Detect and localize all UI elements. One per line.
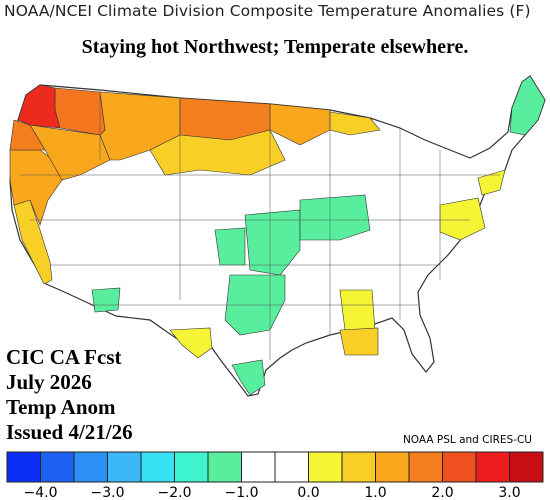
legend-swatch bbox=[40, 451, 75, 483]
legend-swatch bbox=[442, 451, 477, 483]
legend-swatch bbox=[6, 451, 41, 483]
forecast-line-4: Issued 4/21/26 bbox=[6, 420, 133, 444]
legend-tick-label: 0.0 bbox=[297, 485, 319, 500]
region-california-south bbox=[13, 199, 53, 285]
region-dakotas-south bbox=[149, 129, 286, 176]
legend-swatch bbox=[408, 451, 443, 483]
region-washington-east bbox=[54, 87, 106, 136]
region-central-plains bbox=[244, 209, 301, 276]
legend-tick-label: −2.0 bbox=[158, 485, 192, 500]
region-south-texas bbox=[231, 359, 266, 396]
forecast-line-1: CIC CA Fcst bbox=[6, 345, 122, 369]
division-lines bbox=[20, 92, 500, 360]
legend-tick-label: −3.0 bbox=[91, 485, 125, 500]
legend-swatch bbox=[73, 451, 108, 483]
region-gulf-coast bbox=[339, 327, 379, 356]
region-mid-atlantic bbox=[439, 197, 486, 241]
legend-swatch bbox=[475, 451, 510, 483]
legend-swatch bbox=[308, 451, 343, 483]
region-new-england-south bbox=[477, 169, 506, 196]
forecast-info: CIC CA Fcst July 2026 Temp Anom Issued 4… bbox=[6, 345, 133, 445]
legend-tick-label: −1.0 bbox=[225, 485, 259, 500]
legend-tick-label: 3.0 bbox=[498, 485, 520, 500]
legend-swatch bbox=[107, 451, 142, 483]
region-iowa-missouri bbox=[299, 194, 371, 241]
region-upper-michigan bbox=[329, 111, 381, 136]
color-legend: −4.0−3.0−2.0−1.00.01.02.03.04.0 bbox=[6, 451, 544, 500]
legend-swatch bbox=[274, 451, 309, 483]
region-washington-west bbox=[17, 84, 61, 129]
legend-swatch bbox=[207, 451, 242, 483]
region-arizona bbox=[91, 287, 121, 313]
legend-tick-label: 1.0 bbox=[364, 485, 386, 500]
region-colorado-west bbox=[214, 227, 246, 266]
legend-tick-label: −4.0 bbox=[24, 485, 58, 500]
legend-swatch bbox=[241, 451, 276, 483]
legend-swatch bbox=[174, 451, 209, 483]
legend-swatch bbox=[341, 451, 376, 483]
legend-tick-label: 2.0 bbox=[431, 485, 453, 500]
region-west-texas bbox=[169, 327, 213, 359]
map-subtitle: Staying hot Northwest; Temperate elsewhe… bbox=[81, 36, 469, 58]
forecast-line-2: July 2026 bbox=[6, 370, 92, 394]
legend-swatch bbox=[140, 451, 175, 483]
map-title: NOAA/NCEI Climate Division Composite Tem… bbox=[4, 2, 531, 20]
region-maine bbox=[509, 75, 546, 136]
legend-swatch bbox=[509, 451, 544, 483]
forecast-line-3: Temp Anom bbox=[6, 395, 116, 419]
us-temperature-anomaly-map bbox=[9, 75, 546, 397]
credit-text: NOAA PSL and CIRES-CU bbox=[402, 434, 532, 446]
region-mississippi-delta bbox=[339, 289, 376, 331]
legend-swatch bbox=[375, 451, 410, 483]
